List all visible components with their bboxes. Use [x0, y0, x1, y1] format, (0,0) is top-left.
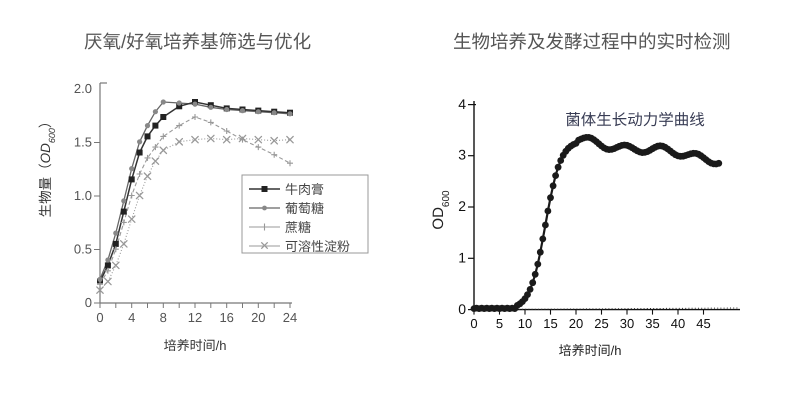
svg-text:1: 1	[458, 249, 466, 265]
svg-text:35: 35	[645, 316, 659, 331]
svg-text:12: 12	[188, 310, 202, 325]
svg-text:25: 25	[594, 316, 608, 331]
svg-text:0: 0	[458, 301, 466, 317]
svg-text:20: 20	[569, 316, 583, 331]
svg-text:生物量（OD600）: 生物量（OD600）	[38, 115, 57, 218]
svg-text:菌体生长动力学曲线: 菌体生长动力学曲线	[565, 111, 705, 129]
svg-text:牛肉膏: 牛肉膏	[285, 182, 324, 197]
svg-text:40: 40	[671, 316, 685, 331]
svg-text:20: 20	[251, 310, 265, 325]
svg-text:30: 30	[620, 316, 634, 331]
svg-text:培养时间/h: 培养时间/h	[559, 343, 622, 358]
svg-text:10: 10	[518, 316, 532, 331]
svg-text:8: 8	[160, 310, 167, 325]
svg-text:15: 15	[543, 316, 557, 331]
svg-text:OD600: OD600	[430, 190, 452, 230]
svg-text:0: 0	[85, 295, 92, 310]
svg-text:3: 3	[458, 147, 466, 163]
svg-text:0.5: 0.5	[74, 242, 92, 257]
svg-text:2.0: 2.0	[74, 81, 92, 96]
svg-text:葡萄糖: 葡萄糖	[285, 201, 324, 216]
svg-text:16: 16	[219, 310, 233, 325]
svg-text:1.0: 1.0	[74, 188, 92, 203]
svg-text:0: 0	[96, 310, 103, 325]
svg-text:4: 4	[458, 96, 466, 112]
svg-text:可溶性淀粉: 可溶性淀粉	[285, 239, 350, 254]
svg-text:蔗糖: 蔗糖	[285, 220, 311, 235]
svg-text:24: 24	[283, 310, 297, 325]
svg-text:2: 2	[458, 198, 466, 214]
svg-text:培养时间/h: 培养时间/h	[164, 338, 227, 353]
svg-text:1.5: 1.5	[74, 135, 92, 150]
svg-text:45: 45	[696, 316, 710, 331]
svg-text:4: 4	[128, 310, 135, 325]
svg-text:5: 5	[496, 316, 503, 331]
svg-text:0: 0	[470, 316, 477, 331]
